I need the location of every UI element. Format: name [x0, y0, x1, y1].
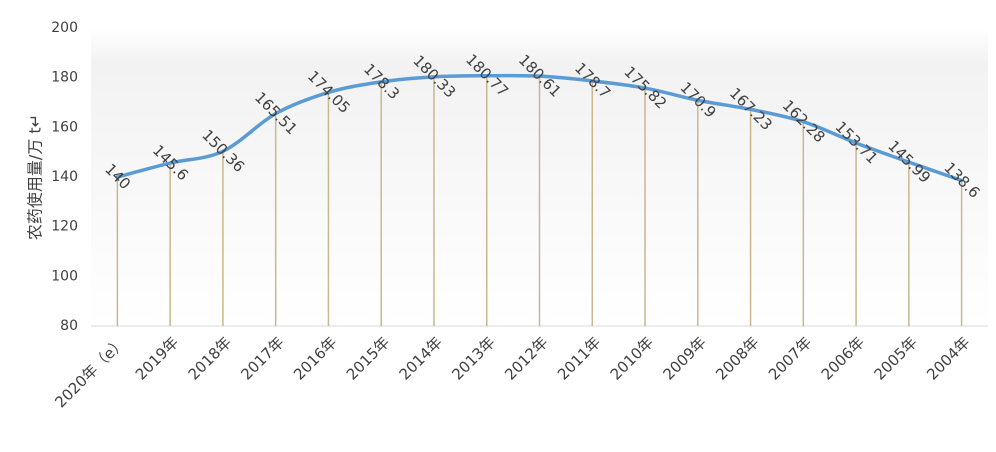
- y-tick-label: 180: [51, 70, 78, 86]
- x-tick-label: 2011年: [554, 333, 604, 383]
- x-tick-label: 2007年: [765, 333, 815, 383]
- y-tick-label: 160: [51, 119, 78, 135]
- y-tick-label: 200: [51, 20, 78, 36]
- x-tick-label: 2019年: [132, 333, 182, 383]
- series-line: [115, 73, 964, 183]
- x-tick-label: 2004年: [923, 333, 973, 383]
- y-tick-label: 140: [51, 169, 78, 185]
- x-tick-label: 2010年: [607, 333, 657, 383]
- x-tick-label: 2012年: [501, 333, 551, 383]
- y-tick-label: 120: [51, 219, 78, 235]
- x-tick-label: 2017年: [237, 333, 287, 383]
- x-tick-label: 2009年: [659, 333, 709, 383]
- y-tick-label: 100: [51, 268, 78, 284]
- x-tick-label: 2005年: [871, 333, 921, 383]
- x-tick-label: 2006年: [818, 333, 868, 383]
- x-tick-label: 2020年（e）: [51, 333, 129, 411]
- x-tick-label: 2018年: [185, 333, 235, 383]
- x-tick-label: 2008年: [712, 333, 762, 383]
- x-tick-label: 2016年: [290, 333, 340, 383]
- y-axis-label: 农药使用量/万 t↵: [26, 114, 45, 240]
- x-tick-label: 2013年: [448, 333, 498, 383]
- x-tick-label: 2015年: [343, 333, 393, 383]
- y-tick-label: 80: [60, 318, 78, 334]
- x-tick-label: 2014年: [396, 333, 446, 383]
